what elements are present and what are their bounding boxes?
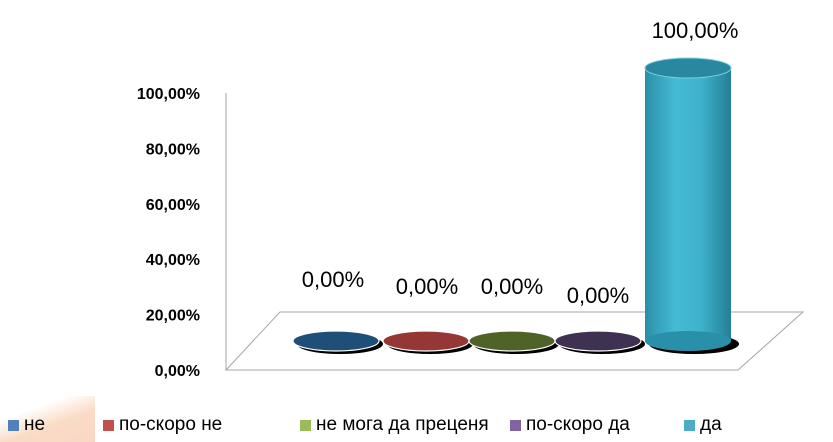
- bar-disc: [468, 330, 556, 352]
- legend-label: не мога да преценя: [316, 414, 489, 435]
- data-label-2: 0,00%: [396, 274, 458, 299]
- legend-label: по-скоро да: [526, 414, 630, 435]
- legend-swatch: [510, 419, 521, 431]
- legend-label: да: [700, 414, 722, 435]
- y-tick-label: 60,00%: [146, 197, 200, 214]
- legend-label: не: [24, 414, 46, 435]
- legend-swatch: [300, 419, 311, 431]
- legend-item: по-скоро не: [103, 414, 222, 436]
- data-label-1: 0,00%: [302, 267, 364, 292]
- bar-bottom: [645, 331, 731, 351]
- legend-label: по-скоро не: [119, 414, 223, 435]
- bar-disc: [292, 330, 380, 352]
- data-label-3: 0,00%: [481, 274, 543, 299]
- data-labels: 0,00% 0,00% 0,00% 0,00% 100,00%: [302, 18, 739, 308]
- bar-3: [468, 330, 559, 354]
- data-label-5: 100,00%: [652, 18, 739, 43]
- bar-1: [292, 330, 383, 354]
- legend-item: по-скоро да: [510, 414, 630, 436]
- legend-item: да: [684, 414, 722, 436]
- y-tick-label: 0,00%: [155, 363, 200, 380]
- y-tick-label: 80,00%: [146, 141, 200, 158]
- bars: [292, 57, 739, 354]
- data-label-4: 0,00%: [567, 283, 629, 308]
- legend-swatch: [8, 419, 19, 431]
- y-tick-label: 20,00%: [146, 308, 200, 325]
- corner-decoration: [0, 396, 95, 442]
- y-tick-label: 40,00%: [146, 252, 200, 269]
- bar-disc: [382, 330, 470, 352]
- bar-disc: [554, 330, 642, 352]
- legend-item: не мога да преценя: [300, 414, 489, 436]
- legend-item: не: [8, 414, 45, 436]
- y-tick-label: 100,00%: [137, 86, 200, 103]
- bar-top: [644, 57, 732, 79]
- bar-body-upper: [645, 68, 731, 331]
- bar-2: [382, 330, 473, 354]
- bar-4: [554, 330, 645, 354]
- legend: не по-скоро не не мога да преценя по-скоро …: [0, 414, 833, 440]
- y-axis-ticks: 0,00% 20,00% 40,00% 60,00% 80,00% 100,00%: [137, 86, 200, 380]
- legend-swatch: [103, 419, 114, 431]
- bar-5: [644, 57, 739, 354]
- legend-swatch: [684, 419, 695, 431]
